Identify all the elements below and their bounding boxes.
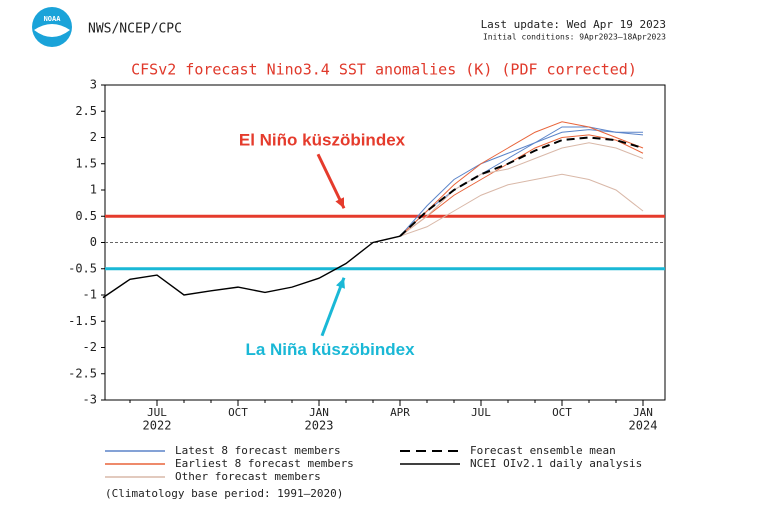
x-tick-year: 2024: [629, 419, 658, 433]
y-tick-label: -2.5: [68, 366, 97, 380]
y-tick-label: 1: [90, 183, 97, 197]
y-tick-label: -0.5: [68, 261, 97, 275]
arrow-head: [335, 197, 345, 209]
y-tick-label: -1.5: [68, 314, 97, 328]
x-tick-label: OCT: [228, 406, 248, 419]
y-tick-label: 0.5: [75, 209, 97, 223]
series-line: [399, 121, 644, 237]
legend-label: Latest 8 forecast members: [175, 444, 341, 457]
series-line: [399, 142, 644, 237]
x-tick-label: APR: [390, 406, 410, 419]
x-tick-label: JUL: [471, 406, 491, 419]
threshold-label: La Niña küszöbindex: [245, 340, 415, 359]
series-line: [399, 129, 643, 237]
agency: NWS/NCEP/CPC: [88, 22, 182, 37]
y-tick-label: 1.5: [75, 156, 97, 170]
x-tick-label: JUL: [147, 406, 167, 419]
x-tick-year: 2022: [143, 419, 172, 433]
series-line: [399, 126, 644, 237]
y-tick-label: -2: [83, 340, 97, 354]
legend-label: Other forecast members: [175, 470, 321, 483]
logo-wave: [34, 24, 70, 37]
y-tick-label: 2.5: [75, 104, 97, 118]
legend-label: Forecast ensemble mean: [470, 444, 616, 457]
chart-title: CFSv2 forecast Nino3.4 SST anomalies (K)…: [131, 61, 637, 79]
logo-text: NOAA: [44, 15, 62, 23]
legend-label: Earliest 8 forecast members: [175, 457, 354, 470]
y-tick-label: 3: [90, 78, 97, 92]
threshold-label: El Niño küszöbindex: [239, 131, 406, 150]
series-line: [399, 136, 644, 237]
arrow-shaft: [316, 153, 346, 209]
y-tick-label: 2: [90, 130, 97, 144]
x-tick-label: JAN: [633, 406, 653, 419]
series-line: [102, 235, 401, 299]
arrow-head: [336, 277, 345, 289]
x-tick-year: 2023: [305, 419, 334, 433]
footnote: (Climatology base period: 1991–2020): [105, 487, 343, 500]
y-tick-label: -3: [83, 393, 97, 407]
x-tick-label: JAN: [309, 406, 329, 419]
y-tick-label: 0: [90, 235, 97, 249]
last-update: Last update: Wed Apr 19 2023: [481, 18, 666, 31]
initial-conditions: Initial conditions: 9Apr2023–18Apr2023: [483, 33, 666, 42]
y-tick-label: -1: [83, 288, 97, 302]
series-line: [399, 134, 644, 237]
arrow-shaft: [320, 277, 346, 337]
legend-label: NCEI OIv2.1 daily analysis: [470, 457, 642, 470]
x-tick-label: OCT: [552, 406, 572, 419]
series-line: [399, 173, 644, 237]
